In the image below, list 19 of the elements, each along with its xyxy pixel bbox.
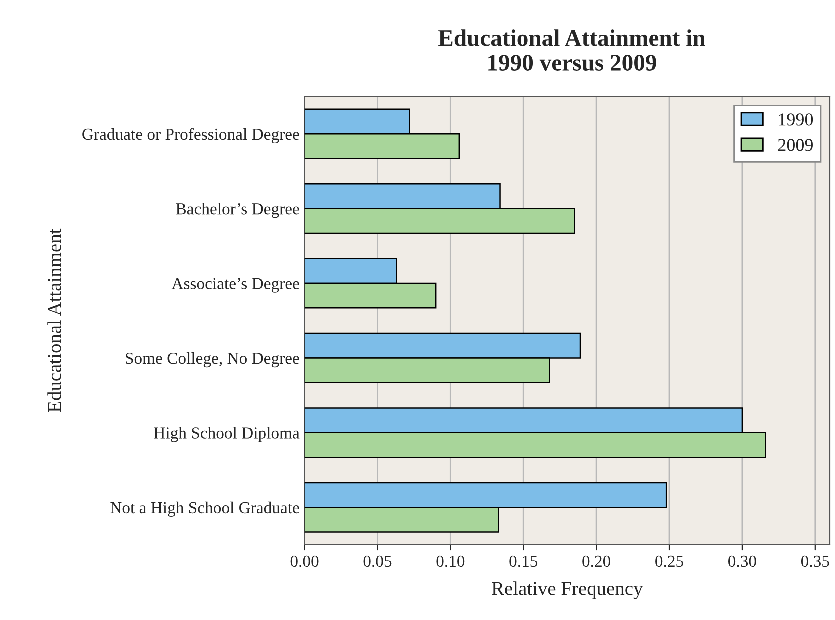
legend-label: 2009 xyxy=(778,139,813,152)
y-tick-label: Not a High School Graduate xyxy=(110,502,300,518)
y-tick-label: Graduate or Professional Degree xyxy=(82,128,300,144)
x-tick-label: 0.05 xyxy=(364,556,392,568)
y-axis-title: Educational Attainment xyxy=(48,228,62,412)
x-tick-label: 0.00 xyxy=(290,556,319,568)
x-tick-label: 0.10 xyxy=(436,556,465,568)
x-axis-title: Relative Frequency xyxy=(492,582,644,600)
legend-label: 1990 xyxy=(779,114,814,126)
y-tick-label: Associate’s Degree xyxy=(172,278,300,293)
x-tick-label: 0.30 xyxy=(728,556,756,568)
x-tick-label: 0.25 xyxy=(656,556,684,568)
y-tick-label: Some College, No Degree xyxy=(126,352,300,368)
chart-title: Educational Attainment in 1990 versus 2009 xyxy=(438,30,706,72)
y-tick-label: High School Diploma xyxy=(154,427,300,442)
x-tick-label: 0.20 xyxy=(582,556,611,568)
x-tick-label: 0.35 xyxy=(801,556,830,568)
y-tick-label: Bachelor’s Degree xyxy=(176,203,300,218)
x-tick-label: 0.15 xyxy=(510,556,538,568)
